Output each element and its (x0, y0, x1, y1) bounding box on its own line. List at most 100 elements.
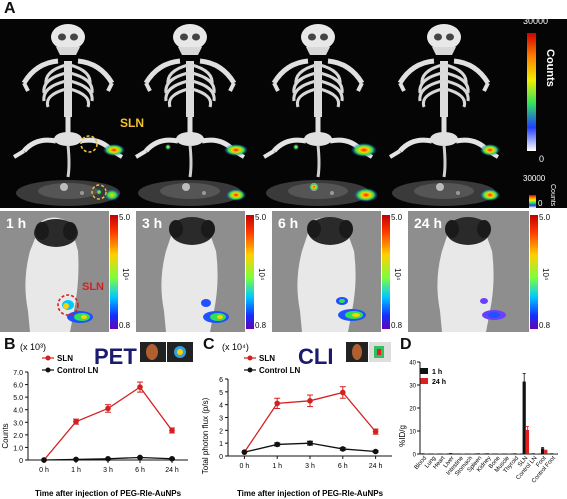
chart-b-title: PET (94, 344, 137, 369)
chart-b-ytick: 4.0 (13, 408, 23, 415)
cli-colorbar-6h-exp: 10⁴ (393, 268, 402, 281)
cli-colorbar-24h-min: 0.8 (539, 321, 551, 330)
chart-d-ytick: 20 (409, 407, 416, 413)
chart-c-legend: SLN Control LN (244, 354, 301, 375)
chart-c-cli: (x 10⁴) CLI SLN Control LN Total photon … (201, 342, 392, 498)
chart-b-ytick: 2.0 (13, 433, 23, 440)
colorbar-small-label: Counts (549, 184, 556, 207)
chart-d-bar (448, 453, 453, 454)
chart-c-ytick: 3 (219, 416, 223, 423)
cli-image-3h: 3 h (136, 211, 245, 332)
cli-colorbar-3h (246, 215, 254, 329)
chart-b-legend: SLN Control LN (42, 354, 99, 375)
panel-label-b: B (4, 336, 16, 353)
chart-c-point (372, 428, 379, 435)
chart-b-ytick: 0 (19, 458, 23, 465)
chart-c-ytick: 5 (219, 390, 223, 397)
chart-d-biodistribution: %ID/g 1 h 24 h 010203040BloodLungHeartLi… (398, 361, 558, 485)
pet-ct-panel: SLN 30000 Counts 0 30000 Counts 0 (0, 16, 567, 208)
chart-d-bar (525, 429, 530, 454)
chart-c-xlabel: Time after injection of PEG-Rle-AuNPs (237, 489, 384, 498)
chart-c-legend-control: Control LN (259, 366, 301, 375)
chart-c-xtick: 6 h (338, 463, 348, 470)
chart-c-ytick: 1 (219, 441, 223, 448)
chart-d-legend: 1 h 24 h (420, 368, 446, 386)
colorbar-small-max: 30000 (523, 174, 546, 183)
chart-b-point (73, 418, 79, 425)
chart-b-ytick: 5.0 (13, 395, 23, 402)
chart-d-bar (485, 453, 489, 454)
chart-d-ytick: 40 (409, 361, 416, 367)
chart-b-ytick: 7.0 (13, 370, 23, 377)
cli-colorbar-6h (382, 215, 390, 329)
cli-colorbar-24h-max: 5.0 (539, 213, 551, 222)
chart-b-point (169, 455, 175, 462)
time-label-24h: 24 h (414, 215, 443, 231)
chart-d-bar (452, 453, 456, 454)
panel-label-d: D (400, 336, 412, 353)
colorbar-max: 30000 (523, 16, 549, 26)
chart-c-legend-sln: SLN (259, 354, 275, 363)
chart-c-ylabel: Total photon flux (p/s) (201, 397, 210, 474)
cli-colorbar-6h-min: 0.8 (391, 321, 403, 330)
chart-b-legend-control: Control LN (57, 366, 99, 375)
chart-d-bar (540, 448, 545, 454)
pet-colorbar-large (527, 33, 536, 151)
pet-colorbar-small (529, 195, 536, 208)
chart-c-xtick: 0 h (240, 463, 250, 470)
cli-image-row: 1 h SLN 5.0 10⁴ 0.8 3 h 5.0 10⁴ 0.8 (0, 211, 567, 335)
chart-d-ytick: 0 (413, 453, 417, 459)
chart-c-point (340, 389, 346, 396)
chart-c-point (241, 449, 248, 455)
chart-b-xtick: 3 h (103, 467, 113, 474)
cli-colorbar-1h (110, 215, 118, 329)
cli-colorbar-3h-max: 5.0 (255, 213, 267, 222)
cli-colorbar-1h-exp: 10⁴ (121, 268, 130, 281)
chart-b-xtick: 0 h (39, 467, 49, 474)
chart-d-bar (476, 453, 480, 454)
chart-b-ytick: 6.0 (13, 383, 23, 390)
colorbar-label: Counts (544, 49, 556, 87)
sln-label: SLN (120, 116, 144, 130)
cli-sln-label: SLN (82, 281, 104, 293)
cli-colorbar-24h-exp: 10⁴ (541, 268, 550, 281)
chart-b-pet: (x 10³) PET SLN Control LN Counts Time a… (1, 342, 193, 498)
chart-b-point (137, 384, 143, 390)
chart-d-legend-1h: 1 h (432, 369, 442, 376)
chart-b-point (105, 455, 111, 462)
chart-d-legend-24h: 24 h (432, 379, 446, 386)
chart-b-xtick: 6 h (135, 467, 145, 474)
chart-d-ytick: 30 (409, 384, 416, 390)
cli-colorbar-1h-min: 0.8 (119, 321, 131, 330)
chart-b-point (73, 456, 79, 463)
chart-c-point (372, 448, 379, 455)
chart-b-point (137, 454, 143, 461)
chart-c-xtick: 1 h (272, 463, 282, 470)
chart-b-xlabel: Time after injection of PEG-Rle-AuNPs (35, 489, 182, 498)
cli-image-24h: 24 h (408, 211, 529, 332)
chart-c-point (307, 440, 313, 446)
chart-d-ytick: 10 (409, 430, 416, 436)
chart-b-ytick: 3.0 (13, 420, 23, 427)
chart-d-bar (421, 453, 425, 454)
time-label-3h: 3 h (142, 215, 163, 231)
chart-b-legend-sln: SLN (57, 354, 73, 363)
chart-b-point (41, 457, 47, 463)
chart-c-ytick: 0 (219, 454, 223, 461)
chart-c-title: CLI (298, 344, 333, 369)
chart-c-xtick: 24 h (369, 463, 383, 470)
cli-image-6h: 6 h (272, 211, 381, 332)
chart-b-xtick: 1 h (71, 467, 81, 474)
colorbar-small-min: 0 (538, 199, 543, 208)
time-label-1h: 1 h (6, 215, 27, 231)
chart-d-bar (513, 453, 517, 454)
chart-c-point (274, 400, 280, 407)
chart-d-ylabel: %ID/g (398, 425, 407, 447)
chart-b-point (169, 427, 175, 434)
chart-c-xtick: 3 h (305, 463, 315, 470)
time-label-6h: 6 h (278, 215, 299, 231)
chart-d-bar (531, 453, 535, 454)
chart-c-point (340, 446, 346, 452)
cli-colorbar-3h-exp: 10⁴ (257, 268, 266, 281)
panel-label-c: C (203, 336, 215, 353)
